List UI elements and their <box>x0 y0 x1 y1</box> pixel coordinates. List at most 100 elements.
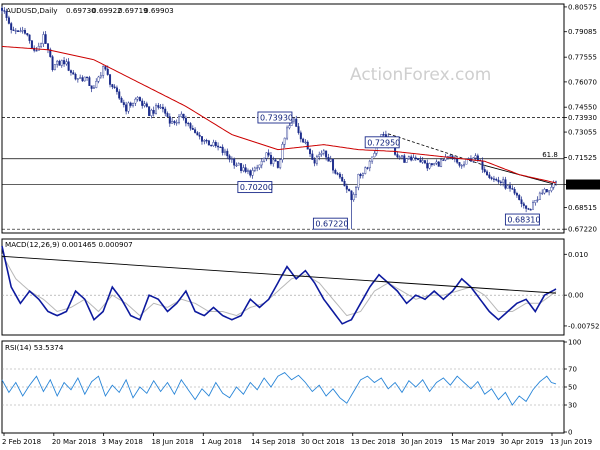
level-annotation-label: 0.73930 <box>260 114 293 123</box>
candle-body <box>341 176 344 182</box>
candle-body <box>350 190 353 201</box>
candle-body <box>226 150 229 157</box>
candle-body <box>488 174 491 178</box>
candle-body <box>403 155 406 163</box>
candle-body <box>90 85 93 89</box>
candle-body <box>134 98 137 104</box>
candle-body <box>299 132 302 140</box>
candle-body <box>343 180 346 187</box>
candle-body <box>318 154 321 157</box>
rsi-title: RSI(14) 53.5374 <box>5 343 64 352</box>
candle-body <box>509 185 512 189</box>
candle-body <box>28 34 31 41</box>
candle-body <box>72 72 75 75</box>
candle-body <box>219 146 222 149</box>
candle-body <box>233 158 236 166</box>
candle-body <box>279 159 282 168</box>
rsi-y-tick-label: 70 <box>568 366 577 374</box>
candle-body <box>410 156 413 161</box>
candle-body <box>486 171 489 176</box>
candle-body <box>357 174 360 188</box>
candle-body <box>210 144 213 147</box>
candle-body <box>421 160 424 163</box>
candle-body <box>522 203 525 206</box>
candle-body <box>361 173 364 177</box>
candle-body <box>433 163 436 166</box>
rsi-y-tick-label: 0 <box>568 429 572 437</box>
level-annotation-label: 0.67220 <box>315 220 348 229</box>
candle-body <box>88 77 91 86</box>
candle-body <box>178 116 181 123</box>
rsi-y-axis: 100 70 50 30 0 <box>564 339 581 437</box>
candle-body <box>83 76 86 82</box>
candle-body <box>269 154 272 164</box>
candle-body <box>86 76 89 79</box>
candle-body <box>65 61 68 65</box>
candle-body <box>458 162 461 166</box>
level-annotation-box <box>504 213 540 226</box>
candle-body <box>37 45 40 51</box>
candle-body <box>463 163 466 166</box>
candle-body <box>412 157 415 161</box>
candle-body <box>513 189 516 194</box>
candle-body <box>336 173 339 175</box>
level-annotation-box <box>257 111 293 124</box>
macd-lines <box>1 245 564 325</box>
candle-body <box>396 154 399 158</box>
candle-body <box>118 91 121 99</box>
candle-body <box>483 169 486 172</box>
x-tick-label: 30 Oct 2018 <box>301 438 344 446</box>
macd-y-axis: 0.010 0.00 -0.007526 <box>564 251 600 330</box>
candle-body <box>552 182 555 188</box>
candle-body <box>23 30 26 34</box>
rsi-line <box>1 372 557 406</box>
candle-body <box>492 178 495 180</box>
candle-body <box>311 153 314 160</box>
candle-body <box>17 30 20 32</box>
candle-body <box>407 156 410 159</box>
candle-body <box>338 173 341 178</box>
candle-body <box>143 103 146 106</box>
candle-body <box>200 136 203 142</box>
candle-body <box>49 49 52 57</box>
last-price-tag-bg <box>566 179 600 190</box>
candle-body <box>69 70 72 73</box>
candle-body <box>129 102 132 106</box>
candle-body <box>520 199 523 204</box>
price-y-tick-label: 0.76070 <box>568 78 597 86</box>
candle-body <box>205 140 208 142</box>
level-annotation-box <box>237 181 273 194</box>
rsi-y-tick-label: 100 <box>568 339 581 347</box>
level-annotation-label: 0.72950 <box>367 138 400 147</box>
candle-body <box>214 142 217 147</box>
candle-body <box>476 155 479 161</box>
candle-body <box>40 43 43 47</box>
candle-body <box>348 189 351 192</box>
candle-body <box>44 34 47 44</box>
candle-body <box>529 209 532 211</box>
macd-y-tick-label: 0.010 <box>568 251 588 259</box>
candle-body <box>428 163 431 169</box>
candle-body <box>258 164 261 168</box>
candle-body <box>334 169 337 174</box>
price-y-tick-label: 0.74550 <box>568 104 597 112</box>
watermark: ActionForex.com <box>350 65 491 85</box>
candle-body <box>74 74 77 80</box>
candle-body <box>368 160 371 169</box>
macd-panel: MACD(12,26,9) 0.001465 0.000907 <box>1 238 565 336</box>
candle-body <box>548 190 551 193</box>
candle-body <box>53 64 56 71</box>
candle-body <box>138 97 141 102</box>
candle-body <box>249 170 252 176</box>
candle-body <box>221 146 224 153</box>
ohlc-high: 0.69922 <box>92 6 122 15</box>
candle-body <box>327 157 330 162</box>
candle-body <box>14 30 17 32</box>
candle-body <box>352 194 355 201</box>
candle-body <box>506 185 509 189</box>
candle-body <box>46 43 49 50</box>
candle-body <box>166 113 169 117</box>
candle-body <box>329 158 332 162</box>
candle-body <box>481 160 484 170</box>
